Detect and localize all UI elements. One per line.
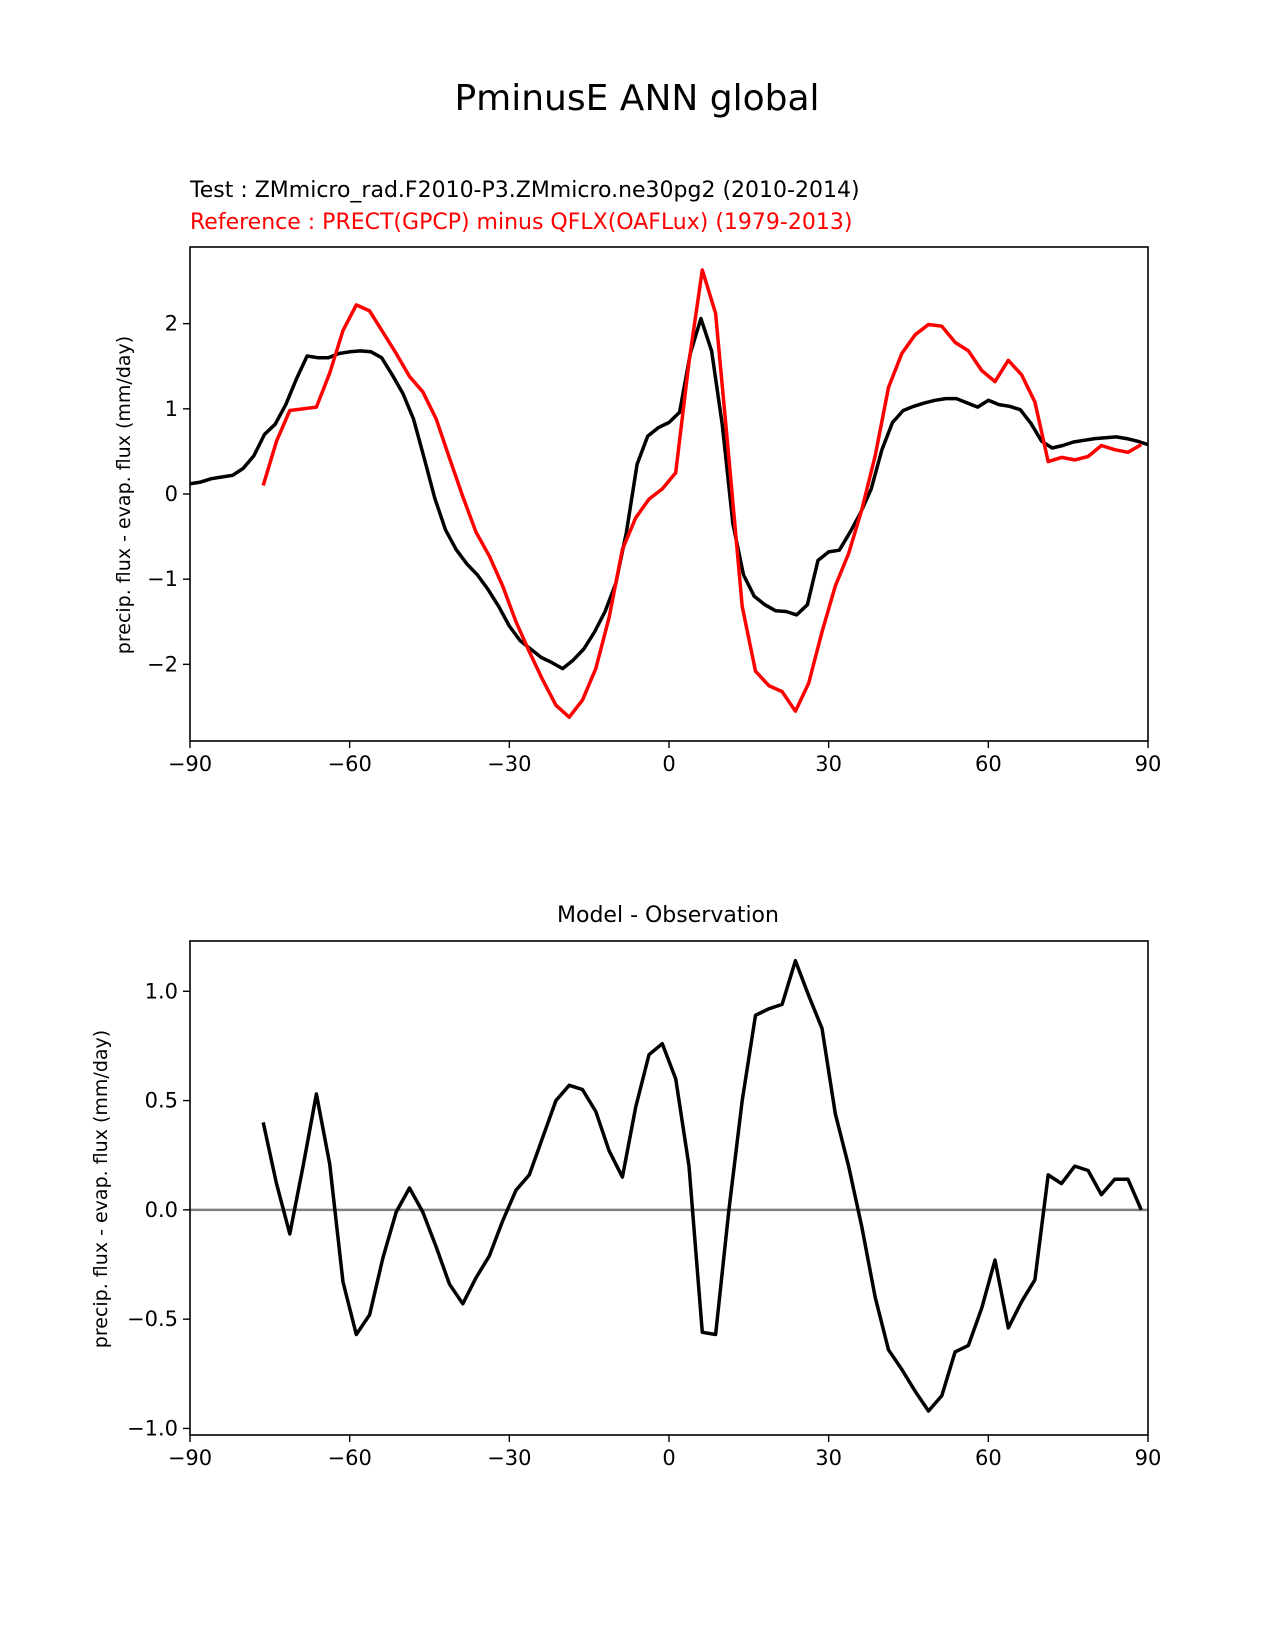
top-x-tick-label: −30 bbox=[487, 752, 531, 776]
bottom-panel: Model - Observation −90 −60 −30 0 30 60 90 −1.0… bbox=[90, 903, 1161, 1470]
top-x-tick-label: 90 bbox=[1135, 752, 1162, 776]
bottom-plot-area: −90 −60 −30 0 30 60 90 −1.0 −0.5 0.0 0.5 1.0 bbox=[127, 940, 1162, 1470]
bottom-y-tick-label: −0.5 bbox=[127, 1307, 178, 1331]
top-y-axis-label: precip. flux - evap. flux (mm/day) bbox=[113, 336, 135, 654]
bottom-title: Model - Observation bbox=[557, 903, 779, 928]
top-y-tick-label: −2 bbox=[147, 652, 178, 676]
top-y-tick-label: 0 bbox=[165, 482, 178, 506]
top-y-tick-label: 2 bbox=[165, 312, 178, 336]
top-series-test bbox=[190, 316, 1148, 671]
bottom-x-tick-label: −30 bbox=[487, 1446, 531, 1470]
bottom-x-tick-label: −60 bbox=[328, 1446, 372, 1470]
top-x-tick-label: 60 bbox=[975, 752, 1002, 776]
bottom-series-model-observation bbox=[261, 958, 1143, 1413]
bottom-y-tick-label: 1.0 bbox=[145, 979, 178, 1003]
bottom-y-tick-label: −1.0 bbox=[127, 1416, 178, 1440]
top-y-tick-label: 1 bbox=[165, 397, 178, 421]
top-x-tick-label: 30 bbox=[815, 752, 842, 776]
bottom-x-tick-label: 90 bbox=[1135, 1446, 1162, 1470]
top-plot-area: −90 −60 −30 0 30 60 90 −2 −1 0 1 2 bbox=[147, 246, 1162, 776]
top-x-tick-label: 0 bbox=[662, 752, 675, 776]
top-x-tick-label: −60 bbox=[328, 752, 372, 776]
bottom-y-tick-label: 0.0 bbox=[145, 1198, 178, 1222]
bottom-y-axis-label: precip. flux - evap. flux (mm/day) bbox=[90, 1030, 112, 1348]
bottom-x-tick-label: −90 bbox=[168, 1446, 212, 1470]
bottom-x-tick-label: 0 bbox=[662, 1446, 675, 1470]
top-x-tick-label: −90 bbox=[168, 752, 212, 776]
top-series-reference bbox=[261, 268, 1143, 719]
bottom-y-tick-label: 0.5 bbox=[145, 1089, 178, 1113]
top-subtitle-reference: Reference : PRECT(GPCP) minus QFLX(OAFLu… bbox=[190, 210, 852, 235]
bottom-x-tick-label: 30 bbox=[815, 1446, 842, 1470]
top-y-tick-label: −1 bbox=[147, 567, 178, 591]
top-subtitle-test: Test : ZMmicro_rad.F2010-P3.ZMmicro.ne30… bbox=[189, 178, 860, 203]
figure-title: PminusE ANN global bbox=[454, 78, 819, 119]
bottom-x-tick-label: 60 bbox=[975, 1446, 1002, 1470]
top-panel: Test : ZMmicro_rad.F2010-P3.ZMmicro.ne30… bbox=[113, 178, 1161, 776]
